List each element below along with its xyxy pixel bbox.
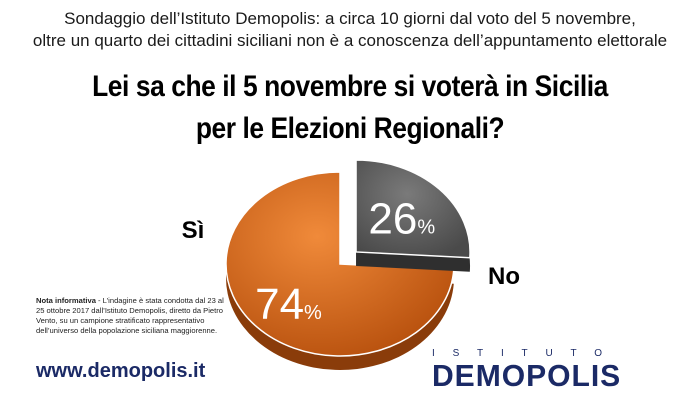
pie-labels: 74% Sì 26% No	[182, 194, 520, 329]
data-label-no: 26%	[368, 194, 435, 243]
pie-slice-no	[355, 159, 471, 259]
data-label-si: 74%	[255, 280, 322, 329]
chart-subtitle: Sondaggio dell’Istituto Demopolis: a cir…	[0, 8, 700, 52]
website-link[interactable]: www.demopolis.it	[36, 360, 206, 382]
subtitle-line-2: oltre un quarto dei cittadini siciliani …	[32, 31, 668, 50]
demopolis-logo: ISTITUTO DEMOPOLIS	[432, 348, 668, 393]
note-label: Nota informativa	[36, 296, 96, 305]
info-note: Nota informativa - L’indagine è stata co…	[36, 296, 226, 336]
subtitle-line-1: Sondaggio dell’Istituto Demopolis: a cir…	[64, 9, 636, 28]
chart-title: Lei sa che il 5 novembre si voterà in Si…	[42, 66, 658, 150]
logo-top-text: ISTITUTO	[432, 348, 620, 359]
category-label-si: Sì	[182, 217, 205, 244]
pie-slices	[225, 159, 471, 370]
pie-slice-si	[225, 171, 455, 357]
logo-main-text: DEMOPOLIS	[432, 358, 622, 393]
title-line-1: Lei sa che il 5 novembre si voterà in Si…	[92, 70, 608, 103]
title-line-2: per le Elezioni Regionali?	[195, 112, 505, 145]
note-text: - L’indagine è stata condotta dal 23 al …	[36, 296, 224, 335]
category-label-no: No	[488, 263, 520, 290]
